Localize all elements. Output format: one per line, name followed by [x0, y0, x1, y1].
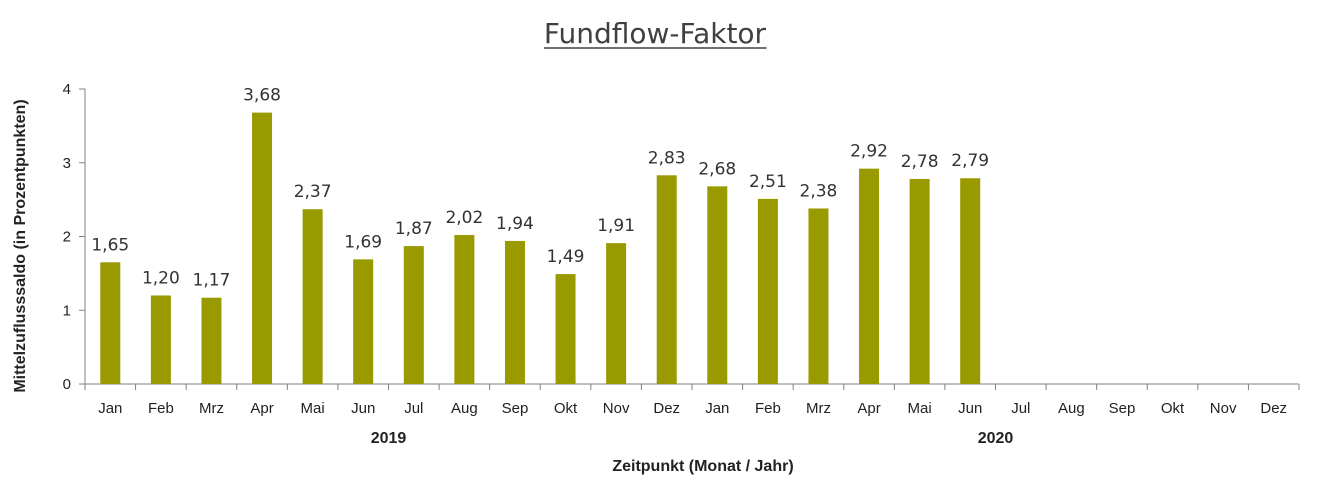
x-tick-label: Nov: [1210, 400, 1237, 417]
x-tick-label: Feb: [755, 400, 781, 417]
bar: [808, 208, 829, 384]
bar: [960, 178, 981, 384]
data-label: 3,68: [243, 86, 281, 106]
chart-title: Fundflow-Faktor: [544, 17, 767, 50]
bar: [656, 175, 677, 384]
bar: [606, 243, 627, 384]
y-tick-label: 4: [63, 81, 71, 98]
x-tick-label: Apr: [250, 400, 273, 417]
y-axis-title: Mittelzuflusssaldo (in Prozentpunkten): [12, 99, 29, 392]
bar: [302, 209, 323, 384]
x-tick-label: Dez: [653, 400, 680, 417]
x-tick-label: Mai: [301, 400, 325, 417]
y-axis: 0 1 2 3 4: [63, 81, 86, 393]
data-label: 1,17: [193, 271, 231, 291]
bars-group: [100, 112, 981, 384]
x-tick-label: Mrz: [199, 400, 224, 417]
x-tick-label: Jul: [1011, 400, 1030, 417]
bar: [707, 186, 728, 384]
x-tick-label: Nov: [603, 400, 630, 417]
x-tick-label: Jan: [98, 400, 122, 417]
data-label: 1,91: [597, 216, 635, 236]
data-label: 1,49: [547, 247, 585, 267]
x-tick-label: Mrz: [806, 400, 831, 417]
bar: [859, 168, 880, 384]
x-tick-label: Jul: [404, 400, 423, 417]
x-tick-label: Sep: [502, 400, 529, 417]
x-tick-label: Mai: [908, 400, 932, 417]
x-tick-label: Jan: [705, 400, 729, 417]
data-label: 2,83: [648, 148, 686, 168]
year-label: 2019: [371, 430, 407, 447]
bar: [909, 178, 930, 384]
bar: [201, 297, 222, 384]
y-tick-label: 1: [63, 302, 71, 319]
x-tick-label: Jun: [351, 400, 375, 417]
data-label: 2,68: [698, 159, 736, 179]
x-axis-title: Zeitpunkt (Monat / Jahr): [612, 458, 793, 475]
bar: [252, 112, 273, 384]
x-tick-label: Feb: [148, 400, 174, 417]
bar: [555, 274, 576, 384]
y-tick-label: 0: [63, 376, 71, 393]
bar: [100, 262, 121, 384]
data-label: 2,79: [951, 151, 989, 171]
bar: [353, 259, 374, 384]
data-label: 2,78: [901, 152, 939, 172]
x-tick-label: Sep: [1109, 400, 1136, 417]
bar: [504, 240, 525, 384]
year-label: 2020: [978, 430, 1014, 447]
bar: [403, 246, 424, 384]
data-label: 1,94: [496, 214, 534, 234]
bar: [150, 295, 171, 384]
data-label: 2,92: [850, 142, 888, 162]
bar: [757, 198, 778, 384]
y-tick-label: 2: [63, 229, 71, 246]
x-tick-label: Apr: [857, 400, 880, 417]
y-tick-label: 3: [63, 155, 71, 172]
data-label: 1,87: [395, 219, 433, 239]
x-tick-label: Jun: [958, 400, 982, 417]
data-label: 2,51: [749, 172, 787, 192]
data-label: 1,65: [91, 235, 129, 255]
x-axis: Jan Feb Mrz Apr Mai Jun Jul Aug Sep Okt Nov Dez Jan F…: [84, 383, 1300, 447]
bar: [454, 235, 475, 384]
data-label: 2,37: [294, 182, 332, 202]
data-labels-group: 1,65 1,20 1,17 3,68 2,37 1,69 1,87 2,02 1,94 1,49…: [91, 86, 989, 291]
x-tick-label: Dez: [1260, 400, 1287, 417]
x-tick-label: Aug: [451, 400, 478, 417]
data-label: 2,38: [800, 181, 838, 201]
data-label: 2,02: [445, 208, 483, 228]
x-tick-label: Okt: [1161, 400, 1185, 417]
x-tick-label: Aug: [1058, 400, 1085, 417]
data-label: 1,69: [344, 232, 382, 252]
data-label: 1,20: [142, 269, 180, 289]
x-tick-label: Okt: [554, 400, 578, 417]
